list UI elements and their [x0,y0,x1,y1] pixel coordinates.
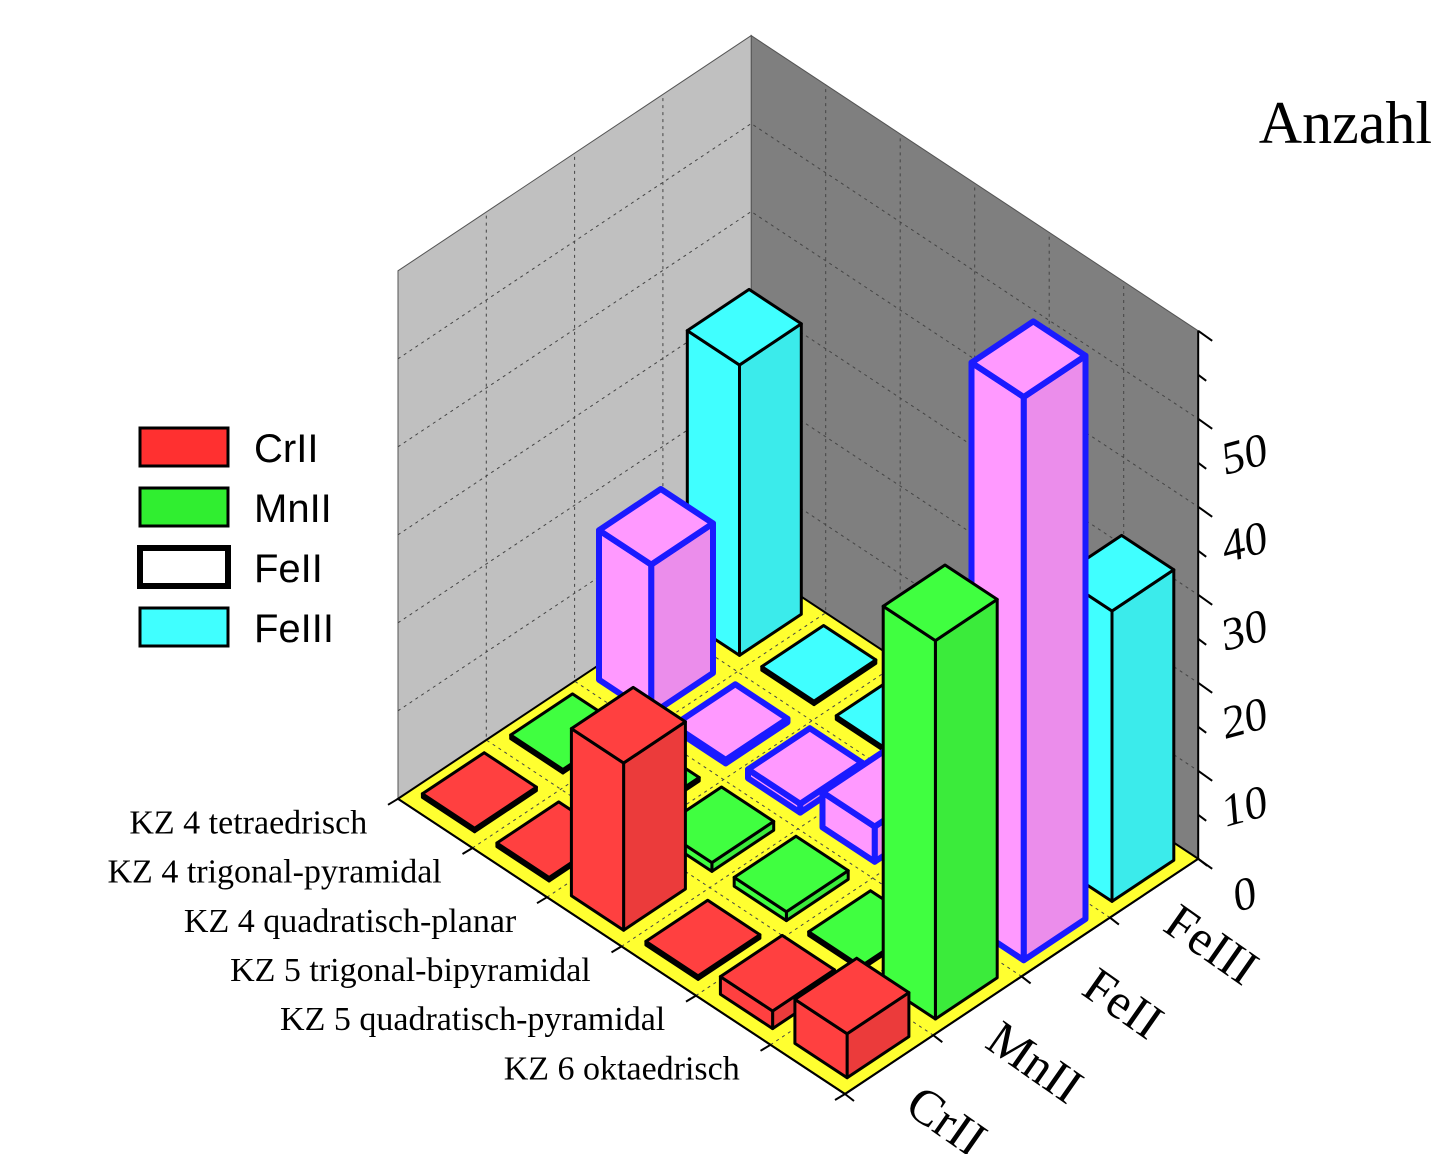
z-tick [1197,461,1207,470]
legend-swatch-CrII [138,426,230,468]
series-tick [1020,975,1032,985]
z-tick-label: 10 [1215,775,1273,836]
bar-FeII-6 [596,486,716,718]
category-tick [759,1043,772,1052]
chart-bars [420,287,1176,1080]
bar-MnII-1 [881,563,999,1021]
z-tick-label: 0 [1226,866,1261,921]
z-tick [1197,769,1213,782]
category-tick [610,945,623,954]
bar-CrII-1 [793,956,911,1080]
bar-CrII-3 [644,898,762,981]
series-tick [932,1034,943,1043]
z-tick [1197,681,1213,694]
z-tick [1197,417,1213,430]
z-tick [1197,329,1213,342]
gridline-z [397,387,1199,684]
category-tick [834,1093,846,1101]
gridline-z [397,299,1199,596]
z-tick [1197,725,1207,734]
category-tick [461,847,474,855]
gridline-z [397,123,1199,420]
z-tick-label: 30 [1214,599,1273,660]
legend-label-CrII: CrII [254,427,318,471]
legend-swatch-FeII [137,545,231,589]
legend-label-MnII: MnII [254,487,332,531]
z-tick-label: 50 [1215,423,1273,484]
category-label: KZ 6 oktaedrisch [504,1050,740,1087]
legend-swatch-MnII [138,486,230,528]
category-tick [387,797,399,806]
z-tick-label: 40 [1215,511,1273,572]
legend-swatch-FeIII [138,606,230,648]
category-label: KZ 5 quadratisch-pyramidal [280,1001,665,1038]
series-label: MnII [977,1009,1093,1114]
category-label: KZ 4 trigonal-pyramidal [108,854,442,891]
z-tick [1197,593,1213,606]
category-label: KZ 4 tetraedrisch [129,804,367,841]
series-tick [1109,916,1120,926]
category-label: KZ 5 trigonal-bipyramidal [230,952,591,989]
gridline-category [621,183,976,947]
category-label: KZ 4 quadratisch-planar [184,903,517,940]
gridline-z [397,211,1199,508]
bar-CrII-4 [569,685,687,932]
z-tick [1197,637,1207,646]
legend-label-FeIII: FeIII [254,607,334,651]
bar-MnII-3 [732,834,850,923]
bar-FeIII-5 [760,624,878,707]
bar-CrII-6 [420,751,538,834]
category-tick [685,994,697,1003]
z-tick [1197,373,1207,382]
z-tick [1197,549,1207,558]
gridline-category [695,232,1050,997]
legend: CrII MnII FeII FeIII [137,426,334,651]
series-label: CrII [897,1074,997,1154]
z-axis-label: Anzahl [1259,90,1432,156]
legend-label-FeII: FeII [254,547,323,591]
z-tick-label: 20 [1215,687,1273,748]
z-tick [1197,857,1213,870]
gridline-z [397,475,1199,772]
z-tick [1197,813,1207,822]
category-tick [536,896,548,905]
series-label: FeII [1073,956,1173,1050]
series-tick [844,1093,855,1102]
z-tick [1197,505,1213,518]
